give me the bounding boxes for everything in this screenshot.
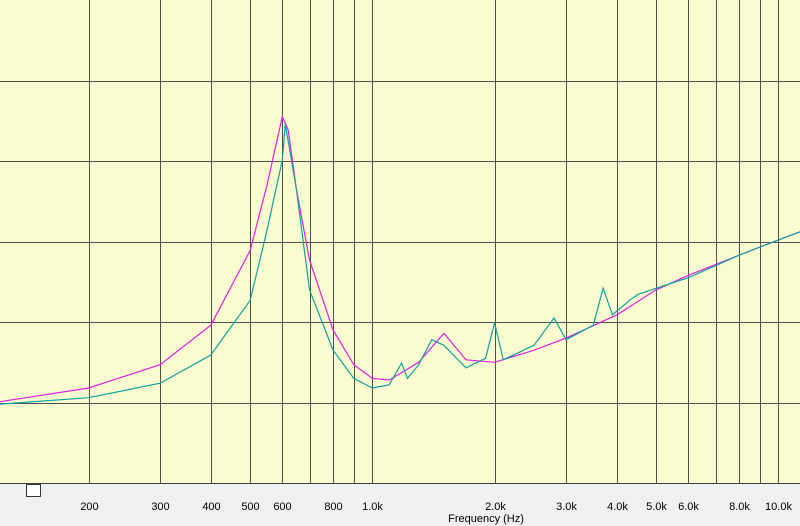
x-tick-label: 200 [80, 501, 98, 513]
x-tick-label: 400 [202, 501, 220, 513]
x-tick-label: 300 [151, 501, 169, 513]
x-tick-label: 5.0k [646, 501, 667, 513]
x-tick-label: 1.0k [362, 501, 383, 513]
x-tick-label: 6.0k [678, 501, 699, 513]
x-tick-label: 2.0k [485, 501, 506, 513]
line-series [0, 123, 800, 405]
x-tick-label: 10.0k [765, 501, 792, 513]
x-tick-label: 600 [273, 501, 291, 513]
line-series [0, 114, 800, 403]
plot-area [0, 0, 800, 483]
x-tick-label: 800 [324, 501, 342, 513]
scroll-box[interactable] [26, 484, 41, 497]
x-tick-label: 8.0k [729, 501, 750, 513]
x-axis-label: Frequency (Hz) [448, 513, 524, 525]
x-tick-label: 3.0k [556, 501, 577, 513]
x-tick-label: 500 [241, 501, 259, 513]
x-tick-label: 4.0k [607, 501, 628, 513]
